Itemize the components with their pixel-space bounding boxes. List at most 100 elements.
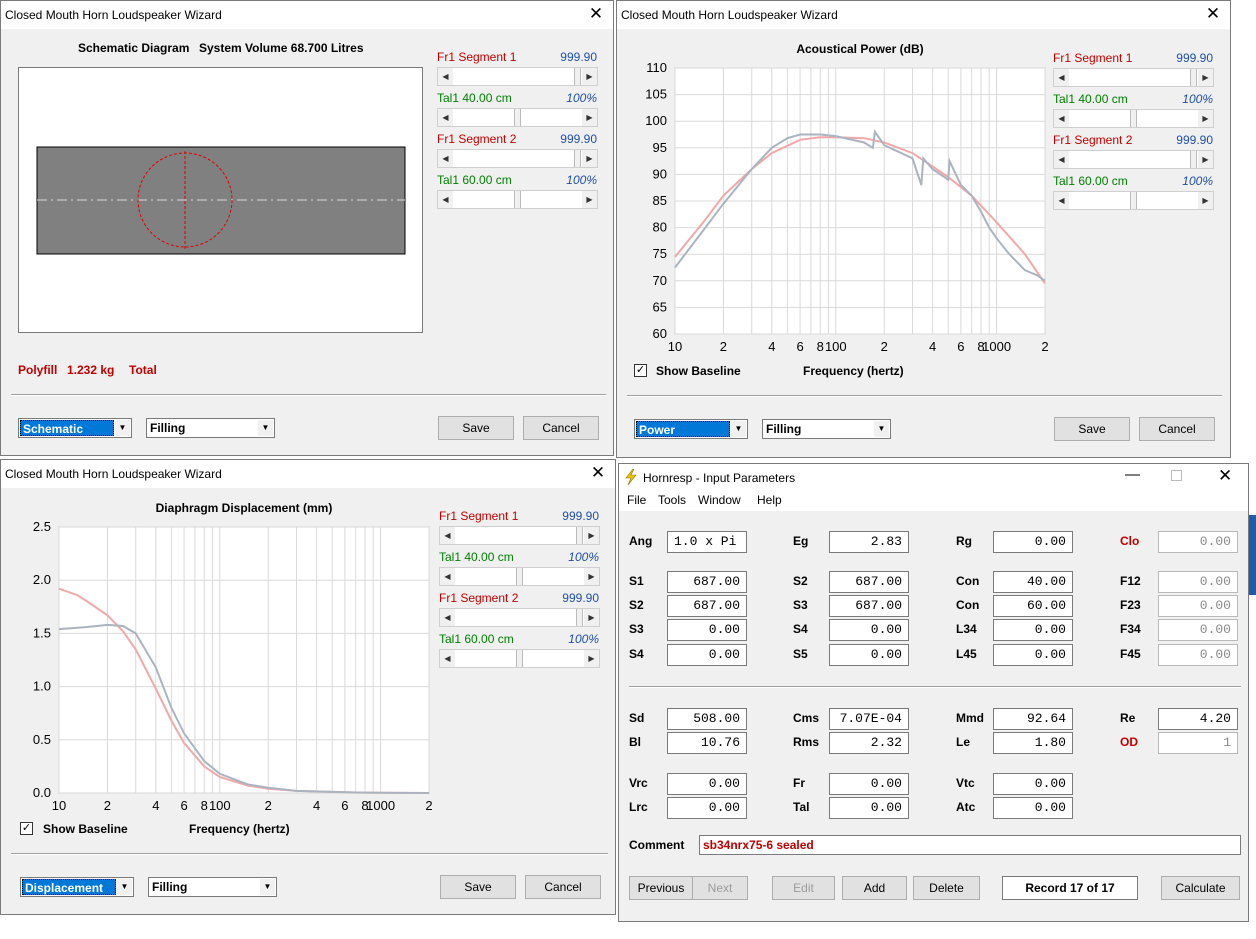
param-field[interactable]: 7.07E-04 — [829, 708, 909, 730]
param-field[interactable]: 0.00 — [993, 773, 1073, 795]
param-field[interactable]: 0.00 — [829, 797, 909, 819]
calculate-button[interactable]: Calculate — [1161, 876, 1240, 900]
slider-thumb[interactable] — [1130, 192, 1137, 209]
param-field[interactable]: 0.00 — [993, 619, 1073, 641]
arrow-left-icon[interactable]: ◀ — [1054, 192, 1069, 209]
segment-1-slider[interactable]: ◀ ▶ — [1053, 68, 1214, 87]
param-field[interactable]: 0.00 — [1158, 595, 1238, 617]
arrow-right-icon[interactable]: ▶ — [1198, 151, 1213, 168]
chevron-down-icon[interactable]: ▼ — [117, 879, 132, 895]
param-field[interactable]: 4.20 — [1158, 708, 1238, 730]
slider-thumb[interactable] — [514, 109, 521, 126]
arrow-left-icon[interactable]: ◀ — [438, 109, 453, 126]
param-field[interactable]: 687.00 — [829, 571, 909, 593]
arrow-left-icon[interactable]: ◀ — [440, 568, 455, 585]
cancel-button[interactable]: Cancel — [525, 875, 601, 899]
tal-2-slider[interactable]: ◀ ▶ — [437, 190, 598, 209]
arrow-left-icon[interactable]: ◀ — [1054, 69, 1069, 86]
param-field[interactable]: 687.00 — [667, 595, 747, 617]
param-field[interactable]: 0.00 — [667, 619, 747, 641]
param-field[interactable]: 0.00 — [667, 644, 747, 666]
arrow-right-icon[interactable]: ▶ — [584, 650, 599, 667]
tal-1-slider[interactable]: ◀ ▶ — [437, 108, 598, 127]
arrow-right-icon[interactable]: ▶ — [582, 68, 597, 85]
arrow-right-icon[interactable]: ▶ — [584, 609, 599, 626]
slider-thumb[interactable] — [516, 650, 523, 667]
param-field[interactable]: 0.00 — [993, 644, 1073, 666]
arrow-right-icon[interactable]: ▶ — [1198, 69, 1213, 86]
segment-2-slider[interactable]: ◀ ▶ — [439, 608, 600, 627]
arrow-right-icon[interactable]: ▶ — [584, 568, 599, 585]
arrow-left-icon[interactable]: ◀ — [438, 150, 453, 167]
cancel-button[interactable]: Cancel — [1139, 417, 1215, 441]
comment-field[interactable]: sb34nrx75-6 sealed — [699, 835, 1241, 855]
cancel-button[interactable]: Cancel — [523, 416, 599, 440]
arrow-right-icon[interactable]: ▶ — [582, 191, 597, 208]
param-field[interactable]: 2.83 — [829, 531, 909, 553]
arrow-right-icon[interactable]: ▶ — [1198, 110, 1213, 127]
arrow-left-icon[interactable]: ◀ — [1054, 110, 1069, 127]
minimize-icon[interactable]: — — [1125, 466, 1140, 483]
add-button[interactable]: Add — [842, 876, 907, 900]
menu-tools[interactable]: Tools — [658, 493, 687, 507]
segment-2-slider[interactable]: ◀ ▶ — [437, 149, 598, 168]
show-baseline-checkbox[interactable]: ✓ — [634, 364, 647, 377]
arrow-left-icon[interactable]: ◀ — [438, 68, 453, 85]
save-button[interactable]: Save — [438, 416, 514, 440]
slider-thumb[interactable] — [514, 191, 521, 208]
segment-1-slider[interactable]: ◀ ▶ — [439, 526, 600, 545]
chevron-down-icon[interactable]: ▼ — [115, 420, 130, 436]
arrow-right-icon[interactable]: ▶ — [584, 527, 599, 544]
filling-select[interactable]: Filling ▼ — [146, 418, 275, 438]
close-icon[interactable]: ✕ — [588, 4, 604, 23]
segment-1-slider[interactable]: ◀ ▶ — [437, 67, 598, 86]
slider-thumb[interactable] — [516, 568, 523, 585]
param-field[interactable]: 40.00 — [993, 571, 1073, 593]
save-button[interactable]: Save — [1054, 417, 1130, 441]
arrow-left-icon[interactable]: ◀ — [440, 609, 455, 626]
slider-thumb[interactable] — [1190, 69, 1197, 86]
param-field[interactable]: 0.00 — [1158, 619, 1238, 641]
chevron-down-icon[interactable]: ▼ — [260, 879, 275, 895]
param-field[interactable]: 92.64 — [993, 708, 1073, 730]
chevron-down-icon[interactable]: ▼ — [731, 421, 746, 437]
slider-thumb[interactable] — [574, 150, 581, 167]
arrow-left-icon[interactable]: ◀ — [438, 191, 453, 208]
slider-thumb[interactable] — [574, 68, 581, 85]
arrow-left-icon[interactable]: ◀ — [1054, 151, 1069, 168]
filling-select[interactable]: Filling ▼ — [762, 419, 891, 439]
param-field[interactable]: 1.80 — [993, 732, 1073, 754]
save-button[interactable]: Save — [440, 875, 516, 899]
delete-button[interactable]: Delete — [913, 876, 980, 900]
param-field[interactable]: 0.00 — [1158, 531, 1238, 553]
slider-thumb[interactable] — [1130, 110, 1137, 127]
segment-2-slider[interactable]: ◀ ▶ — [1053, 150, 1214, 169]
param-field[interactable]: 687.00 — [667, 571, 747, 593]
menu-window[interactable]: Window — [698, 493, 741, 507]
filling-select[interactable]: Filling ▼ — [148, 877, 277, 897]
param-field[interactable]: 687.00 — [829, 595, 909, 617]
arrow-right-icon[interactable]: ▶ — [582, 150, 597, 167]
slider-thumb[interactable] — [576, 609, 583, 626]
slider-thumb[interactable] — [1190, 151, 1197, 168]
param-field[interactable]: 0.00 — [1158, 571, 1238, 593]
next-button[interactable]: Next — [692, 876, 748, 900]
param-field[interactable]: 0.00 — [829, 619, 909, 641]
close-icon[interactable]: ✕ — [1218, 466, 1233, 485]
tal-2-slider[interactable]: ◀ ▶ — [1053, 191, 1214, 210]
param-field[interactable]: 0.00 — [1158, 644, 1238, 666]
close-icon[interactable]: ✕ — [590, 463, 606, 482]
param-field[interactable]: 10.76 — [667, 732, 747, 754]
param-field[interactable]: 0.00 — [667, 773, 747, 795]
menu-help[interactable]: Help — [757, 493, 782, 507]
show-baseline-checkbox[interactable]: ✓ — [20, 822, 33, 835]
param-field[interactable]: 2.32 — [829, 732, 909, 754]
arrow-right-icon[interactable]: ▶ — [582, 109, 597, 126]
param-field[interactable]: 0.00 — [993, 797, 1073, 819]
param-field[interactable]: 0.00 — [829, 773, 909, 795]
previous-button[interactable]: Previous — [629, 876, 693, 900]
param-field[interactable]: 508.00 — [667, 708, 747, 730]
param-field[interactable]: 60.00 — [993, 595, 1073, 617]
param-field[interactable]: 0.00 — [667, 797, 747, 819]
edit-button[interactable]: Edit — [772, 876, 835, 900]
